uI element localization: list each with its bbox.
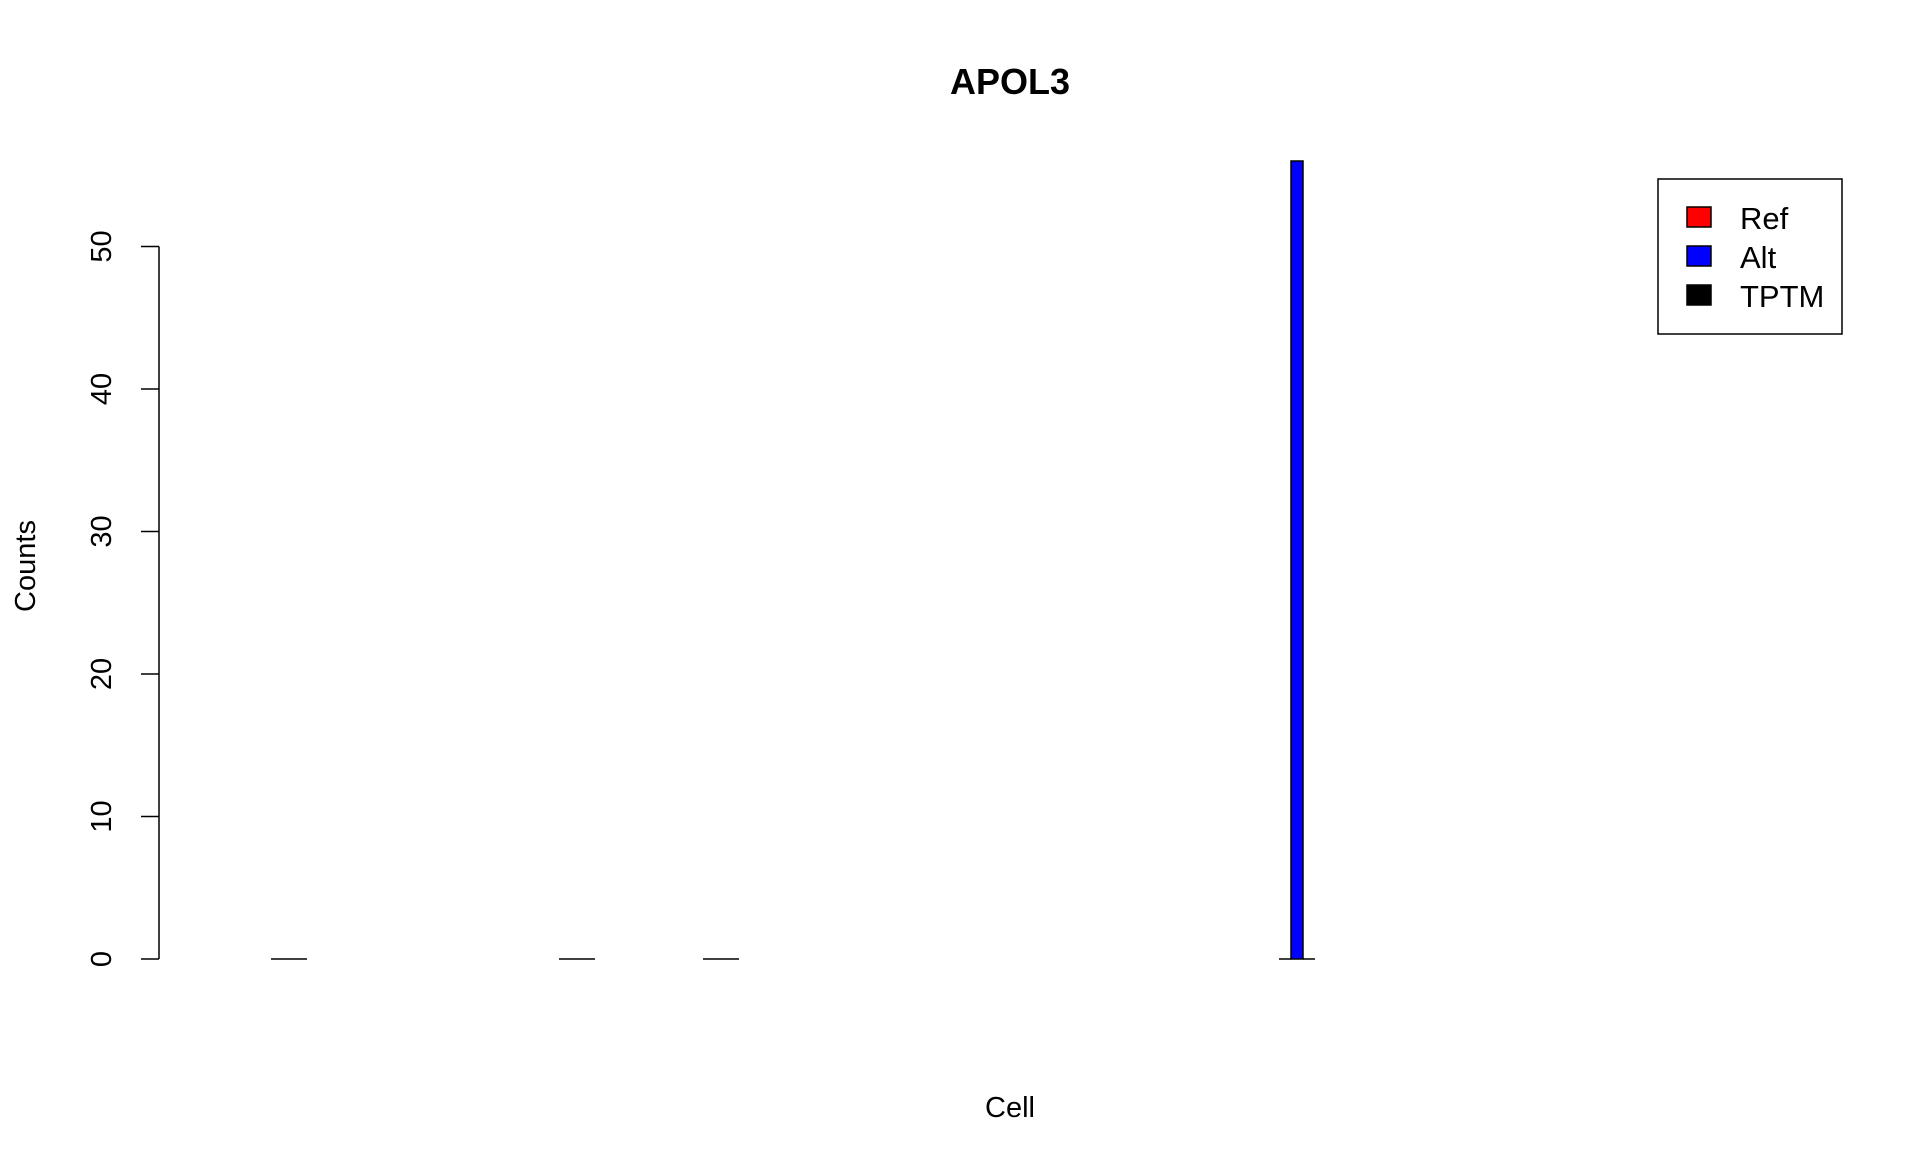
y-tick-label: 10 [86, 800, 118, 832]
y-axis: 0 10 20 30 40 50 [86, 230, 160, 967]
y-tick-label: 40 [86, 373, 118, 405]
legend-label-alt: Alt [1740, 240, 1777, 275]
legend-swatch-alt [1686, 245, 1712, 267]
legend-swatch-ref [1686, 206, 1712, 228]
chart-title: APOL3 [950, 61, 1070, 102]
x-axis-label: Cell [985, 1092, 1035, 1124]
legend-box [1657, 178, 1843, 335]
bars [271, 160, 1315, 960]
bar-cell-8-alt [1290, 160, 1304, 960]
y-tick-label: 30 [86, 515, 118, 547]
legend: Ref Alt TPTM [1657, 178, 1843, 335]
y-tick-label: 20 [86, 658, 118, 690]
y-tick-label: 50 [86, 230, 118, 262]
legend-label-ref: Ref [1740, 201, 1789, 236]
y-axis-label: Counts [10, 520, 42, 612]
legend-label-tptm: TPTM [1740, 279, 1824, 314]
y-tick-label: 0 [86, 951, 118, 967]
legend-swatch-tptm [1686, 284, 1712, 306]
